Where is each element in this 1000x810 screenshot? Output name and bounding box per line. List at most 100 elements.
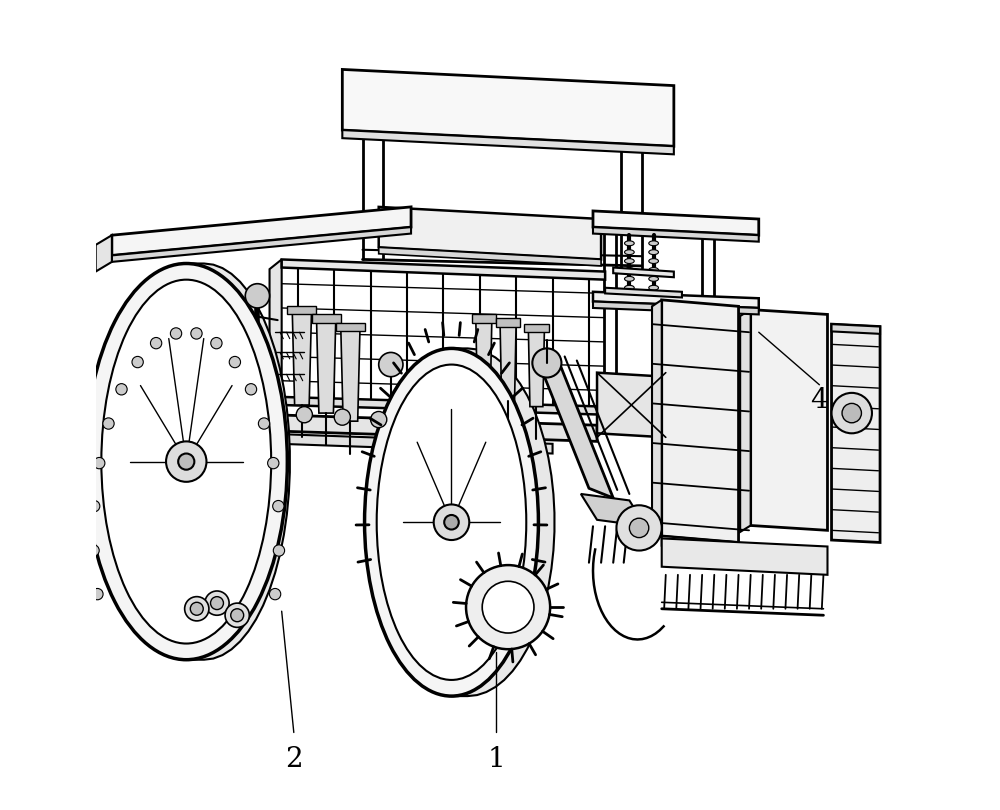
Circle shape bbox=[211, 597, 223, 610]
Bar bbox=[496, 318, 520, 326]
Polygon shape bbox=[605, 288, 682, 297]
Ellipse shape bbox=[625, 241, 634, 245]
Polygon shape bbox=[207, 413, 221, 439]
Polygon shape bbox=[581, 494, 646, 526]
Polygon shape bbox=[292, 308, 312, 405]
Ellipse shape bbox=[625, 267, 634, 272]
Circle shape bbox=[296, 407, 312, 423]
Circle shape bbox=[371, 411, 387, 428]
Polygon shape bbox=[652, 300, 662, 543]
Circle shape bbox=[190, 603, 203, 616]
Polygon shape bbox=[282, 397, 605, 415]
Circle shape bbox=[273, 501, 284, 512]
Polygon shape bbox=[662, 300, 739, 543]
Circle shape bbox=[211, 338, 222, 349]
Circle shape bbox=[273, 545, 285, 556]
Circle shape bbox=[482, 582, 534, 633]
Polygon shape bbox=[751, 309, 827, 531]
Circle shape bbox=[88, 545, 99, 556]
Polygon shape bbox=[342, 130, 674, 155]
Circle shape bbox=[205, 591, 229, 616]
Ellipse shape bbox=[649, 241, 658, 245]
Circle shape bbox=[178, 454, 194, 470]
Circle shape bbox=[245, 284, 270, 308]
Polygon shape bbox=[451, 348, 554, 696]
Circle shape bbox=[616, 505, 662, 551]
Polygon shape bbox=[593, 301, 759, 314]
Ellipse shape bbox=[377, 364, 526, 680]
Ellipse shape bbox=[649, 276, 658, 281]
Circle shape bbox=[92, 588, 103, 599]
Circle shape bbox=[245, 384, 257, 395]
Circle shape bbox=[170, 328, 182, 339]
Circle shape bbox=[150, 338, 162, 349]
Circle shape bbox=[185, 597, 209, 621]
Ellipse shape bbox=[649, 267, 658, 272]
Circle shape bbox=[379, 352, 403, 377]
Bar bbox=[223, 350, 238, 360]
Ellipse shape bbox=[85, 263, 287, 659]
Polygon shape bbox=[112, 227, 411, 262]
Circle shape bbox=[334, 409, 350, 425]
Polygon shape bbox=[613, 267, 674, 277]
Polygon shape bbox=[379, 247, 601, 266]
Polygon shape bbox=[282, 259, 605, 279]
Polygon shape bbox=[593, 211, 759, 235]
Text: 4: 4 bbox=[811, 387, 828, 415]
Circle shape bbox=[629, 518, 649, 538]
Polygon shape bbox=[832, 324, 880, 543]
Polygon shape bbox=[341, 324, 360, 421]
Bar bbox=[524, 324, 549, 332]
Circle shape bbox=[132, 356, 143, 368]
Ellipse shape bbox=[365, 348, 538, 696]
Polygon shape bbox=[342, 70, 674, 147]
Ellipse shape bbox=[625, 276, 634, 281]
Ellipse shape bbox=[649, 285, 658, 290]
Polygon shape bbox=[221, 413, 597, 441]
Circle shape bbox=[89, 501, 100, 512]
Circle shape bbox=[434, 505, 469, 540]
Polygon shape bbox=[593, 227, 759, 241]
Ellipse shape bbox=[625, 249, 634, 254]
Polygon shape bbox=[186, 263, 290, 659]
Text: 2: 2 bbox=[285, 746, 303, 773]
Circle shape bbox=[231, 609, 244, 622]
Polygon shape bbox=[476, 316, 492, 397]
Polygon shape bbox=[593, 292, 759, 308]
Ellipse shape bbox=[101, 279, 271, 643]
Bar bbox=[312, 314, 341, 322]
Polygon shape bbox=[270, 259, 282, 407]
Polygon shape bbox=[597, 373, 666, 437]
Circle shape bbox=[268, 458, 279, 469]
Text: 1: 1 bbox=[487, 746, 505, 773]
Circle shape bbox=[94, 458, 105, 469]
Polygon shape bbox=[316, 316, 336, 413]
Bar bbox=[336, 322, 365, 330]
Circle shape bbox=[103, 418, 114, 429]
Circle shape bbox=[466, 565, 550, 649]
Circle shape bbox=[258, 418, 270, 429]
Polygon shape bbox=[257, 433, 553, 454]
Circle shape bbox=[444, 515, 459, 530]
Polygon shape bbox=[536, 356, 613, 498]
Circle shape bbox=[116, 384, 127, 395]
Polygon shape bbox=[96, 235, 112, 271]
Circle shape bbox=[269, 588, 281, 599]
Bar bbox=[287, 306, 316, 314]
Circle shape bbox=[229, 356, 241, 368]
Circle shape bbox=[166, 441, 206, 482]
Polygon shape bbox=[379, 207, 601, 259]
Circle shape bbox=[842, 403, 861, 423]
Ellipse shape bbox=[649, 249, 658, 254]
Polygon shape bbox=[740, 309, 751, 532]
Circle shape bbox=[191, 328, 202, 339]
Circle shape bbox=[832, 393, 872, 433]
Polygon shape bbox=[528, 326, 544, 407]
Bar bbox=[472, 314, 496, 322]
Ellipse shape bbox=[625, 258, 634, 263]
Circle shape bbox=[225, 603, 249, 628]
Ellipse shape bbox=[625, 285, 634, 290]
Circle shape bbox=[532, 348, 561, 377]
Ellipse shape bbox=[649, 258, 658, 263]
Polygon shape bbox=[662, 536, 739, 552]
